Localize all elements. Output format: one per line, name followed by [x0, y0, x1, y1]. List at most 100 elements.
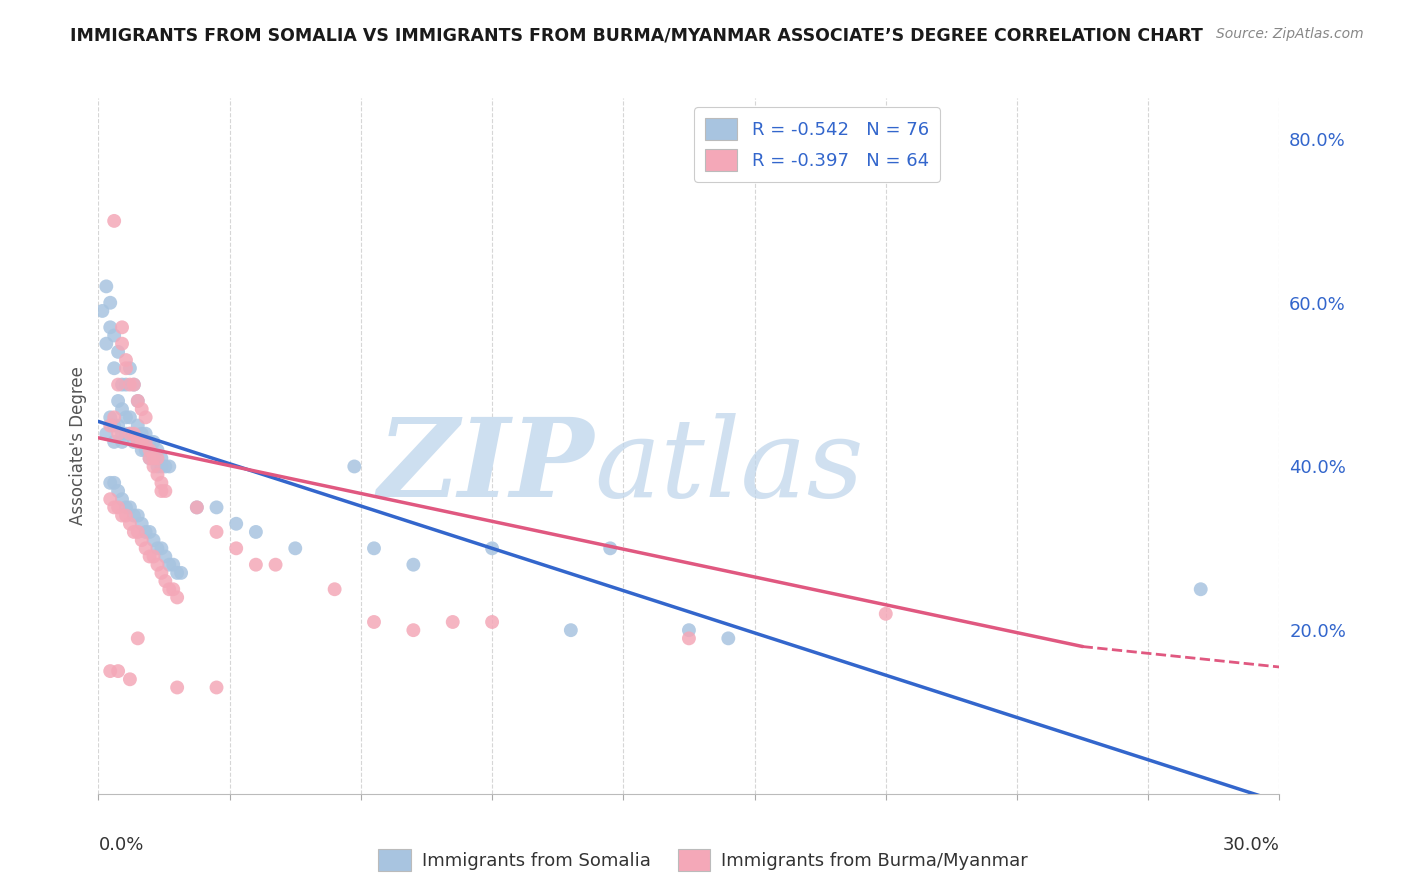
Point — [115, 410, 138, 425]
Point — [118, 516, 141, 531]
Point — [118, 377, 141, 392]
Point — [343, 459, 366, 474]
Point — [157, 558, 180, 572]
Point — [107, 500, 129, 515]
Point — [96, 279, 118, 293]
Point — [678, 623, 700, 637]
Point — [150, 451, 173, 466]
Point — [115, 377, 138, 392]
Point — [1189, 582, 1212, 597]
Point — [155, 549, 177, 564]
Point — [135, 524, 157, 539]
Point — [91, 304, 114, 318]
Point — [599, 541, 621, 556]
Point — [107, 344, 129, 359]
Point — [98, 320, 121, 334]
Point — [138, 451, 160, 466]
Point — [98, 492, 121, 507]
Point — [481, 541, 503, 556]
Text: 0.0%: 0.0% — [98, 836, 143, 854]
Point — [103, 214, 125, 228]
Point — [127, 434, 149, 449]
Point — [146, 459, 169, 474]
Point — [155, 574, 177, 588]
Point — [142, 451, 165, 466]
Point — [127, 394, 149, 409]
Point — [135, 426, 157, 441]
Point — [135, 434, 157, 449]
Point — [103, 475, 125, 490]
Point — [111, 336, 134, 351]
Point — [150, 475, 173, 490]
Text: ZIP: ZIP — [378, 413, 595, 521]
Point — [111, 492, 134, 507]
Point — [107, 394, 129, 409]
Point — [131, 533, 153, 548]
Point — [678, 632, 700, 646]
Point — [481, 615, 503, 629]
Point — [127, 394, 149, 409]
Point — [127, 632, 149, 646]
Point — [875, 607, 897, 621]
Point — [122, 524, 145, 539]
Point — [363, 541, 385, 556]
Point — [122, 434, 145, 449]
Point — [127, 508, 149, 523]
Point — [103, 500, 125, 515]
Point — [111, 508, 134, 523]
Point — [107, 483, 129, 498]
Point — [138, 451, 160, 466]
Point — [111, 434, 134, 449]
Point — [111, 320, 134, 334]
Point — [138, 434, 160, 449]
Point — [115, 426, 138, 441]
Point — [103, 328, 125, 343]
Point — [103, 418, 125, 433]
Point — [107, 664, 129, 678]
Point — [138, 524, 160, 539]
Point — [103, 361, 125, 376]
Point — [186, 500, 208, 515]
Point — [122, 377, 145, 392]
Point — [162, 582, 184, 597]
Point — [162, 558, 184, 572]
Point — [98, 410, 121, 425]
Point — [103, 410, 125, 425]
Point — [111, 377, 134, 392]
Point — [157, 582, 180, 597]
Point — [127, 524, 149, 539]
Point — [560, 623, 582, 637]
Point — [205, 524, 228, 539]
Point — [150, 541, 173, 556]
Point — [131, 434, 153, 449]
Point — [107, 377, 129, 392]
Point — [146, 443, 169, 458]
Point — [717, 632, 740, 646]
Point — [225, 516, 247, 531]
Point — [245, 524, 267, 539]
Point — [150, 483, 173, 498]
Point — [98, 295, 121, 310]
Point — [118, 361, 141, 376]
Point — [166, 591, 188, 605]
Point — [122, 377, 145, 392]
Point — [150, 459, 173, 474]
Point — [98, 418, 121, 433]
Text: 30.0%: 30.0% — [1223, 836, 1279, 854]
Point — [142, 533, 165, 548]
Point — [363, 615, 385, 629]
Point — [138, 443, 160, 458]
Point — [284, 541, 307, 556]
Point — [245, 558, 267, 572]
Point — [155, 483, 177, 498]
Point — [131, 426, 153, 441]
Point — [111, 402, 134, 417]
Legend: Immigrants from Somalia, Immigrants from Burma/Myanmar: Immigrants from Somalia, Immigrants from… — [371, 842, 1035, 879]
Point — [142, 451, 165, 466]
Point — [150, 566, 173, 580]
Point — [135, 541, 157, 556]
Point — [118, 410, 141, 425]
Point — [131, 516, 153, 531]
Point — [146, 467, 169, 482]
Point — [323, 582, 346, 597]
